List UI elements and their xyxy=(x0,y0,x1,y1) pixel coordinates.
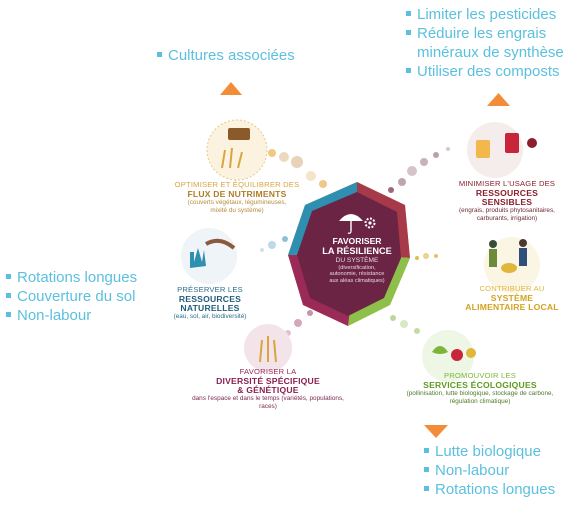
bullet-square-icon xyxy=(6,292,11,298)
umbrella-icon xyxy=(339,214,363,234)
node-services-text: PROMOUVOIR LES SERVICES ÉCOLOGIQUES (pol… xyxy=(406,371,554,405)
arrow-up-top-right xyxy=(487,93,510,106)
node-alimentaire-circle xyxy=(484,237,540,293)
center-label: FAVORISER LA RÉSILIENCE DU SYSTÈME (dive… xyxy=(305,236,409,284)
bullet-item: Lutte biologique xyxy=(424,442,555,461)
bullet-item: Limiter les pesticides xyxy=(406,5,564,24)
center-title-line3: DU SYSTÈME xyxy=(335,256,379,264)
bullet-item: Non-labour xyxy=(6,306,137,325)
bullet-square-icon xyxy=(157,51,162,57)
node-sensibles-circle xyxy=(467,122,537,178)
bullets-bottom-right: Lutte biologique Non-labour Rotations lo… xyxy=(424,442,555,499)
bullet-square-icon xyxy=(424,466,429,472)
bullet-item: Rotations longues xyxy=(6,268,137,287)
bullet-square-icon xyxy=(6,273,11,279)
node-diversite-text: FAVORISER LA DIVERSITÉ SPÉCIFIQUE & GÉNÉ… xyxy=(192,367,344,410)
node-naturelles-text: PRÉSERVER LES RESSOURCES NATURELLES (eau… xyxy=(173,285,247,321)
gear-icon xyxy=(364,217,376,229)
center-sub-line2: autonomie, résistance xyxy=(329,271,385,278)
node-diversite-circle xyxy=(244,324,292,372)
bullets-left: Rotations longues Couverture du sol Non-… xyxy=(6,268,137,325)
bullet-item-continuation: minéraux de synthèse xyxy=(417,44,564,61)
bullet-item: Réduire les engrais xyxy=(406,24,564,43)
bullet-item: Cultures associées xyxy=(157,46,295,65)
node-flux-circle xyxy=(206,119,268,181)
bullet-square-icon xyxy=(424,447,429,453)
center-title-line1: FAVORISER xyxy=(332,236,382,246)
bullet-square-icon xyxy=(6,311,11,317)
bullet-item: Non-labour xyxy=(424,461,555,480)
node-alimentaire-text: CONTRIBUER AU SYSTÈME ALIMENTAIRE LOCAL xyxy=(465,284,559,312)
center-title-line2: LA RÉSILIENCE xyxy=(322,246,392,256)
resilience-hexagon xyxy=(288,182,410,326)
bullet-square-icon xyxy=(406,29,411,35)
node-naturelles-circle xyxy=(181,228,237,284)
bullet-square-icon xyxy=(406,10,411,16)
node-services-circle xyxy=(422,330,476,382)
bullets-top-right: Limiter les pesticides Réduire les engra… xyxy=(406,5,564,81)
node-flux-text: OPTIMISER ET ÉQUILIBRER DES FLUX DE NUTR… xyxy=(174,180,300,214)
center-sub-line1: (diversification, xyxy=(338,264,376,271)
bullet-square-icon xyxy=(424,485,429,491)
arrow-up-top-left xyxy=(220,82,242,95)
bullet-square-icon xyxy=(406,67,411,73)
bullet-item: Utiliser des composts xyxy=(406,62,564,81)
center-sub-line3: aux aléas climatiques) xyxy=(329,277,385,284)
arrow-down-bottom-right xyxy=(424,425,448,438)
bullet-item: Rotations longues xyxy=(424,480,555,499)
bullet-item: Couverture du sol xyxy=(6,287,137,306)
bullets-top-left: Cultures associées xyxy=(157,46,295,65)
node-sensibles-text: MINIMISER L'USAGE DES RESSOURCES SENSIBL… xyxy=(458,179,556,222)
